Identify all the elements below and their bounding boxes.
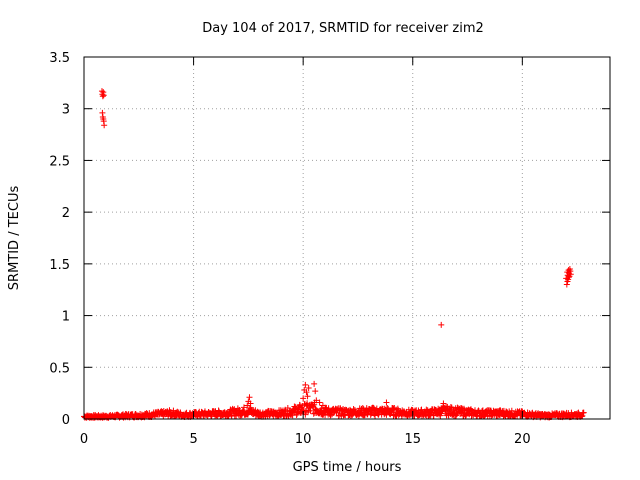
data-point-outlier bbox=[316, 399, 323, 406]
data-point bbox=[307, 407, 314, 414]
data-point bbox=[398, 412, 405, 419]
data-point-outlier bbox=[305, 384, 312, 391]
chart-title: Day 104 of 2017, SRMTID for receiver zim… bbox=[202, 21, 484, 36]
y-tick-label: 1.5 bbox=[49, 258, 70, 273]
y-axis-label: SRMTID / TECUs bbox=[7, 186, 22, 291]
data-point-outlier bbox=[302, 381, 309, 388]
x-axis-label: GPS time / hours bbox=[293, 460, 402, 475]
data-point bbox=[340, 406, 347, 413]
data-point bbox=[368, 410, 375, 417]
data-point-outlier bbox=[564, 278, 571, 285]
data-point-outlier bbox=[244, 402, 251, 409]
data-point-outlier bbox=[304, 393, 311, 400]
grid bbox=[84, 57, 610, 419]
data-point-outlier bbox=[312, 388, 319, 395]
data-point-outlier bbox=[246, 394, 253, 401]
y-tick-label: 2.5 bbox=[49, 154, 70, 169]
data-point bbox=[310, 410, 317, 417]
data-point bbox=[447, 404, 454, 411]
y-tick-label: 3 bbox=[62, 103, 70, 118]
data-point bbox=[580, 409, 587, 416]
x-tick-label: 5 bbox=[189, 432, 197, 447]
data-point bbox=[443, 403, 450, 410]
data-point-outlier bbox=[101, 122, 108, 129]
y-tick-label: 3.5 bbox=[49, 51, 70, 66]
data-point-outlier bbox=[438, 321, 445, 328]
x-tick-label: 0 bbox=[80, 432, 88, 447]
x-tick-label: 10 bbox=[295, 432, 312, 447]
x-tick-label: 20 bbox=[514, 432, 531, 447]
y-tick-label: 1 bbox=[62, 310, 70, 325]
data-points bbox=[81, 88, 587, 421]
data-point bbox=[240, 404, 247, 411]
data-point-outlier bbox=[300, 395, 307, 402]
data-point-outlier bbox=[567, 271, 574, 278]
data-point-outlier bbox=[383, 399, 390, 406]
x-tick-label: 15 bbox=[404, 432, 421, 447]
data-point-outlier bbox=[247, 400, 254, 407]
plot-frame bbox=[83, 56, 611, 420]
data-point bbox=[367, 411, 374, 418]
data-point-outlier bbox=[311, 380, 318, 387]
y-tick-label: 0 bbox=[62, 413, 70, 428]
data-point-outlier bbox=[322, 404, 329, 411]
data-point bbox=[448, 404, 455, 411]
data-point-outlier bbox=[100, 92, 107, 99]
data-point-outlier bbox=[303, 389, 310, 396]
y-tick-label: 0.5 bbox=[49, 361, 70, 376]
data-point-outlier bbox=[440, 400, 447, 407]
axis-ticks: 0 0.5 1 1.5 2 2.5 3 3.5 0 5 10 15 20 bbox=[49, 51, 610, 447]
data-point-outlier bbox=[565, 274, 572, 281]
y-tick-label: 2 bbox=[62, 206, 70, 221]
data-point-outlier bbox=[313, 397, 320, 404]
data-point-outlier bbox=[563, 281, 570, 288]
